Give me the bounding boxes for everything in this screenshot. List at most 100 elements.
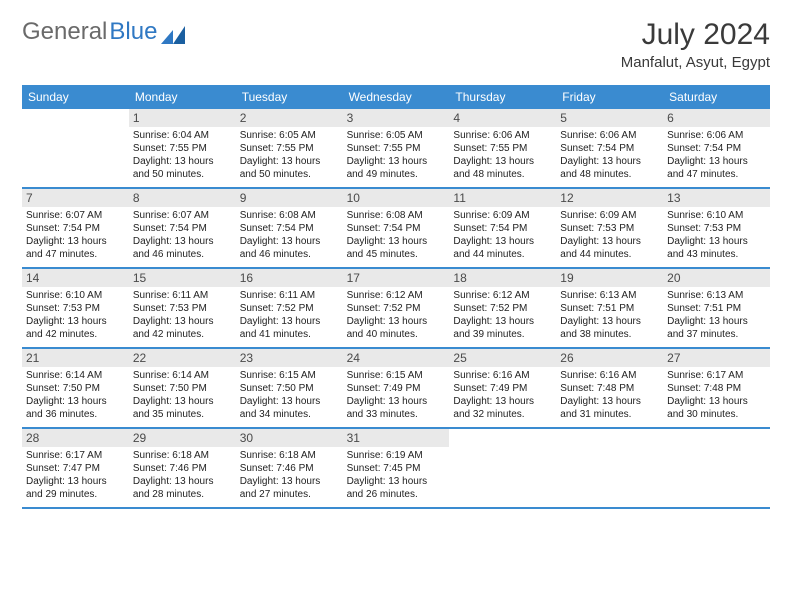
day-line-sr: Sunrise: 6:06 AM <box>453 129 552 142</box>
day-line-d1: Daylight: 13 hours <box>667 315 766 328</box>
day-cell: 28Sunrise: 6:17 AMSunset: 7:47 PMDayligh… <box>22 429 129 507</box>
day-line-ss: Sunset: 7:50 PM <box>133 382 232 395</box>
day-line-d1: Daylight: 13 hours <box>240 395 339 408</box>
day-line-d1: Daylight: 13 hours <box>240 235 339 248</box>
day-line-sr: Sunrise: 6:14 AM <box>26 369 125 382</box>
day-line-ss: Sunset: 7:54 PM <box>133 222 232 235</box>
day-line-ss: Sunset: 7:54 PM <box>667 142 766 155</box>
day-line-d1: Daylight: 13 hours <box>26 315 125 328</box>
day-line-sr: Sunrise: 6:16 AM <box>560 369 659 382</box>
day-body: Sunrise: 6:09 AMSunset: 7:54 PMDaylight:… <box>449 207 556 265</box>
day-line-ss: Sunset: 7:51 PM <box>667 302 766 315</box>
day-line-d2: and 46 minutes. <box>133 248 232 261</box>
day-line-d1: Daylight: 13 hours <box>560 395 659 408</box>
day-line-d1: Daylight: 13 hours <box>667 235 766 248</box>
day-cell: 16Sunrise: 6:11 AMSunset: 7:52 PMDayligh… <box>236 269 343 347</box>
day-body: Sunrise: 6:05 AMSunset: 7:55 PMDaylight:… <box>236 127 343 185</box>
day-number: 29 <box>129 429 236 447</box>
day-line-ss: Sunset: 7:53 PM <box>560 222 659 235</box>
day-line-d1: Daylight: 13 hours <box>667 395 766 408</box>
day-line-ss: Sunset: 7:48 PM <box>560 382 659 395</box>
day-line-ss: Sunset: 7:52 PM <box>347 302 446 315</box>
day-body: Sunrise: 6:16 AMSunset: 7:49 PMDaylight:… <box>449 367 556 425</box>
day-number: 1 <box>129 109 236 127</box>
day-number: 31 <box>343 429 450 447</box>
day-line-d2: and 50 minutes. <box>133 168 232 181</box>
day-number: 6 <box>663 109 770 127</box>
day-line-d1: Daylight: 13 hours <box>240 475 339 488</box>
day-body: Sunrise: 6:15 AMSunset: 7:50 PMDaylight:… <box>236 367 343 425</box>
day-line-d2: and 50 minutes. <box>240 168 339 181</box>
day-line-sr: Sunrise: 6:05 AM <box>347 129 446 142</box>
day-body: Sunrise: 6:06 AMSunset: 7:55 PMDaylight:… <box>449 127 556 185</box>
day-cell: 5Sunrise: 6:06 AMSunset: 7:54 PMDaylight… <box>556 109 663 187</box>
day-body: Sunrise: 6:12 AMSunset: 7:52 PMDaylight:… <box>449 287 556 345</box>
day-line-d2: and 45 minutes. <box>347 248 446 261</box>
day-number: 11 <box>449 189 556 207</box>
day-line-sr: Sunrise: 6:18 AM <box>133 449 232 462</box>
day-body: Sunrise: 6:09 AMSunset: 7:53 PMDaylight:… <box>556 207 663 265</box>
day-line-sr: Sunrise: 6:10 AM <box>667 209 766 222</box>
day-line-d2: and 29 minutes. <box>26 488 125 501</box>
day-body: Sunrise: 6:13 AMSunset: 7:51 PMDaylight:… <box>556 287 663 345</box>
day-line-d1: Daylight: 13 hours <box>453 315 552 328</box>
day-line-ss: Sunset: 7:45 PM <box>347 462 446 475</box>
day-cell: 1Sunrise: 6:04 AMSunset: 7:55 PMDaylight… <box>129 109 236 187</box>
week-row: 21Sunrise: 6:14 AMSunset: 7:50 PMDayligh… <box>22 349 770 429</box>
day-line-d2: and 34 minutes. <box>240 408 339 421</box>
day-body: Sunrise: 6:04 AMSunset: 7:55 PMDaylight:… <box>129 127 236 185</box>
day-body: Sunrise: 6:07 AMSunset: 7:54 PMDaylight:… <box>129 207 236 265</box>
day-cell: 12Sunrise: 6:09 AMSunset: 7:53 PMDayligh… <box>556 189 663 267</box>
day-line-sr: Sunrise: 6:15 AM <box>240 369 339 382</box>
day-line-d1: Daylight: 13 hours <box>560 315 659 328</box>
day-number: 24 <box>343 349 450 367</box>
day-cell: 21Sunrise: 6:14 AMSunset: 7:50 PMDayligh… <box>22 349 129 427</box>
day-number: 2 <box>236 109 343 127</box>
day-cell: 30Sunrise: 6:18 AMSunset: 7:46 PMDayligh… <box>236 429 343 507</box>
day-line-d1: Daylight: 13 hours <box>560 235 659 248</box>
day-line-d1: Daylight: 13 hours <box>453 395 552 408</box>
day-body: Sunrise: 6:08 AMSunset: 7:54 PMDaylight:… <box>236 207 343 265</box>
day-line-ss: Sunset: 7:53 PM <box>133 302 232 315</box>
day-cell: 3Sunrise: 6:05 AMSunset: 7:55 PMDaylight… <box>343 109 450 187</box>
day-line-ss: Sunset: 7:54 PM <box>240 222 339 235</box>
day-line-ss: Sunset: 7:55 PM <box>347 142 446 155</box>
day-line-sr: Sunrise: 6:13 AM <box>667 289 766 302</box>
day-cell: 25Sunrise: 6:16 AMSunset: 7:49 PMDayligh… <box>449 349 556 427</box>
day-number: 4 <box>449 109 556 127</box>
day-line-d1: Daylight: 13 hours <box>133 475 232 488</box>
day-cell <box>556 429 663 507</box>
day-line-sr: Sunrise: 6:09 AM <box>560 209 659 222</box>
day-body: Sunrise: 6:16 AMSunset: 7:48 PMDaylight:… <box>556 367 663 425</box>
day-line-d2: and 35 minutes. <box>133 408 232 421</box>
dow-cell: Thursday <box>449 85 556 109</box>
logo: GeneralBlue <box>22 18 187 46</box>
day-line-d1: Daylight: 13 hours <box>26 475 125 488</box>
day-cell: 4Sunrise: 6:06 AMSunset: 7:55 PMDaylight… <box>449 109 556 187</box>
day-body: Sunrise: 6:14 AMSunset: 7:50 PMDaylight:… <box>129 367 236 425</box>
day-number: 23 <box>236 349 343 367</box>
day-body: Sunrise: 6:05 AMSunset: 7:55 PMDaylight:… <box>343 127 450 185</box>
day-line-sr: Sunrise: 6:11 AM <box>133 289 232 302</box>
day-cell <box>449 429 556 507</box>
day-line-d1: Daylight: 13 hours <box>347 475 446 488</box>
day-line-sr: Sunrise: 6:12 AM <box>453 289 552 302</box>
day-line-d2: and 46 minutes. <box>240 248 339 261</box>
day-body: Sunrise: 6:15 AMSunset: 7:49 PMDaylight:… <box>343 367 450 425</box>
day-line-d2: and 32 minutes. <box>453 408 552 421</box>
day-line-d1: Daylight: 13 hours <box>26 235 125 248</box>
day-cell: 8Sunrise: 6:07 AMSunset: 7:54 PMDaylight… <box>129 189 236 267</box>
day-cell: 13Sunrise: 6:10 AMSunset: 7:53 PMDayligh… <box>663 189 770 267</box>
day-number: 16 <box>236 269 343 287</box>
day-number: 15 <box>129 269 236 287</box>
day-line-ss: Sunset: 7:46 PM <box>240 462 339 475</box>
day-cell: 24Sunrise: 6:15 AMSunset: 7:49 PMDayligh… <box>343 349 450 427</box>
day-cell: 31Sunrise: 6:19 AMSunset: 7:45 PMDayligh… <box>343 429 450 507</box>
logo-text-blue: Blue <box>109 18 157 46</box>
week-row: 7Sunrise: 6:07 AMSunset: 7:54 PMDaylight… <box>22 189 770 269</box>
day-number: 26 <box>556 349 663 367</box>
day-number: 9 <box>236 189 343 207</box>
day-line-d2: and 48 minutes. <box>560 168 659 181</box>
day-number: 28 <box>22 429 129 447</box>
day-cell: 14Sunrise: 6:10 AMSunset: 7:53 PMDayligh… <box>22 269 129 347</box>
